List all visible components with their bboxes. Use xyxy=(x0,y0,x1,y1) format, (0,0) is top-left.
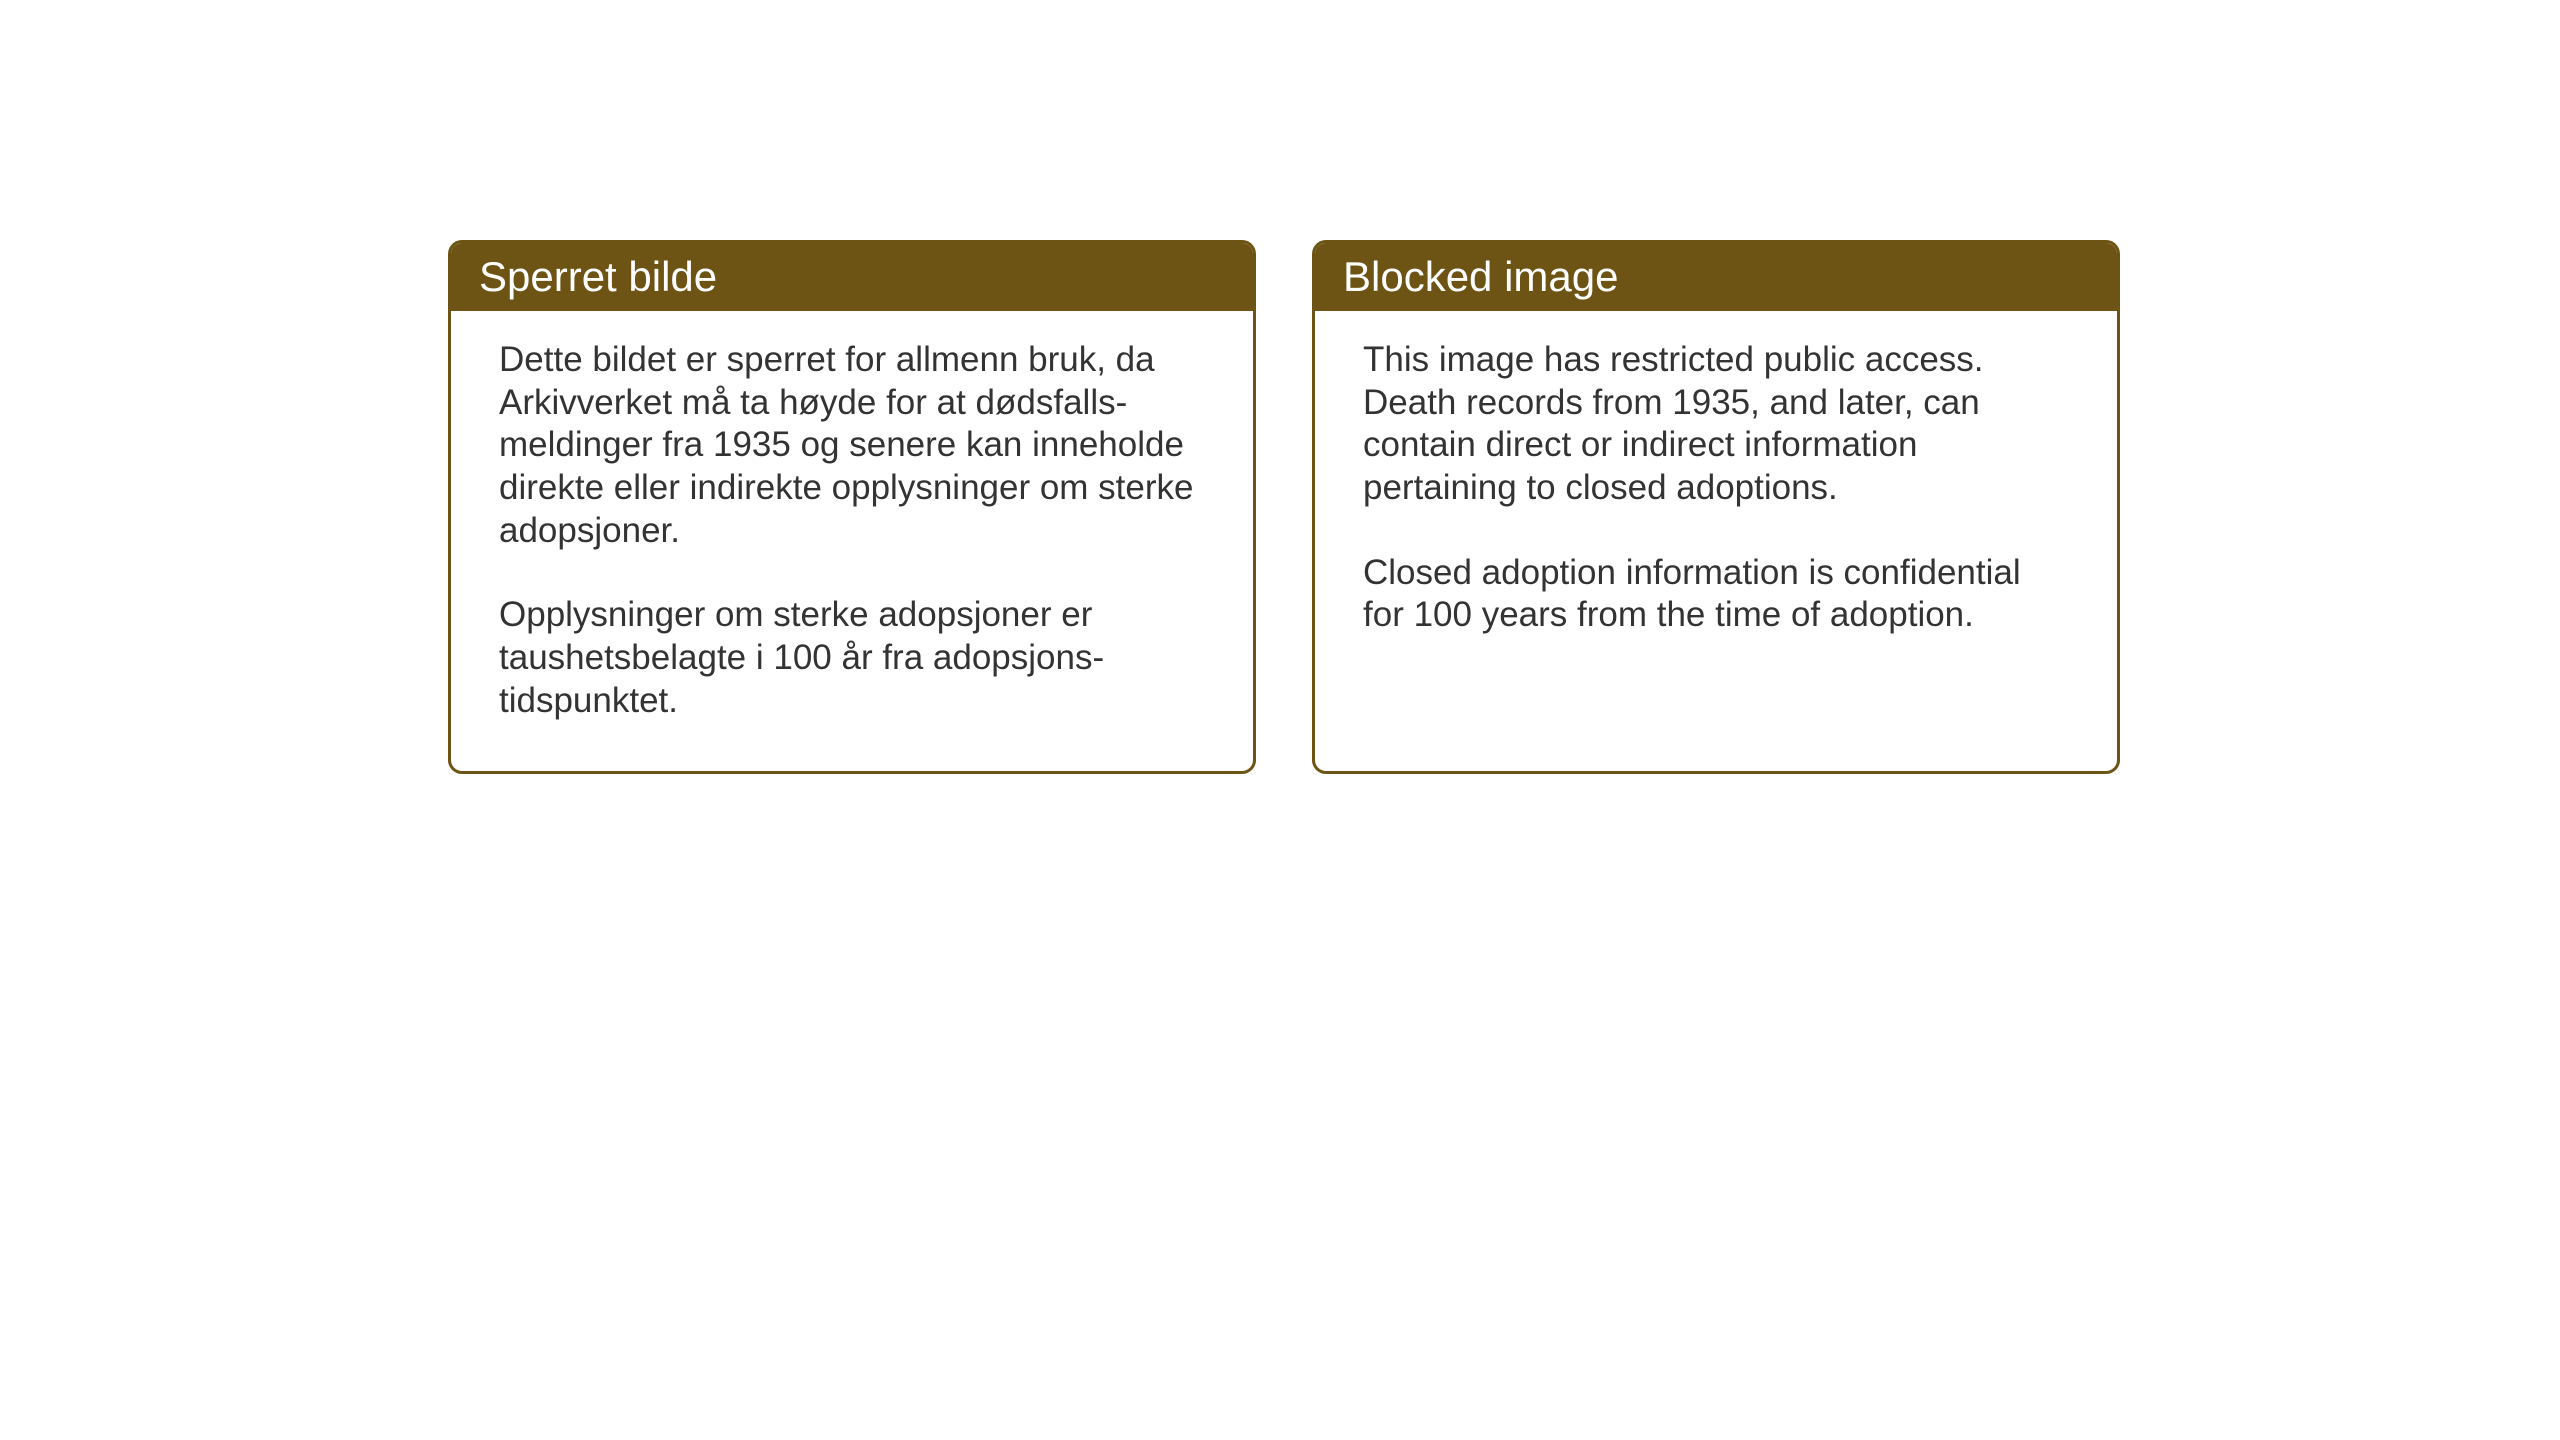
notice-header-english: Blocked image xyxy=(1315,243,2117,311)
notice-para1-english: This image has restricted public access.… xyxy=(1363,339,2069,510)
notice-container: Sperret bilde Dette bildet er sperret fo… xyxy=(448,240,2120,774)
notice-title-norwegian: Sperret bilde xyxy=(479,253,717,300)
notice-title-english: Blocked image xyxy=(1343,253,1618,300)
notice-body-english: This image has restricted public access.… xyxy=(1315,311,2117,685)
notice-para2-english: Closed adoption information is confident… xyxy=(1363,552,2069,637)
notice-para1-norwegian: Dette bildet er sperret for allmenn bruk… xyxy=(499,339,1205,552)
notice-box-norwegian: Sperret bilde Dette bildet er sperret fo… xyxy=(448,240,1256,774)
notice-para2-norwegian: Opplysninger om sterke adopsjoner er tau… xyxy=(499,594,1205,722)
notice-body-norwegian: Dette bildet er sperret for allmenn bruk… xyxy=(451,311,1253,771)
notice-box-english: Blocked image This image has restricted … xyxy=(1312,240,2120,774)
notice-header-norwegian: Sperret bilde xyxy=(451,243,1253,311)
